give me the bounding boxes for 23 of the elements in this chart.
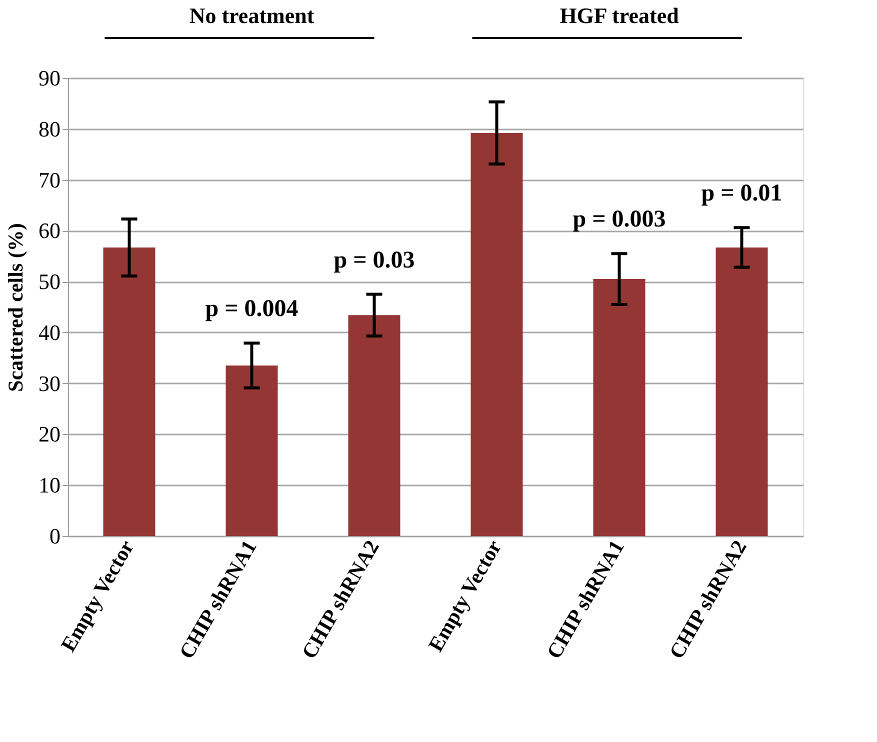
text: No treatment <box>189 3 315 28</box>
annotation: p = 0.003 <box>572 206 666 233</box>
annotation: p = 0.03 <box>334 247 415 274</box>
text: HGF treated <box>560 3 679 28</box>
bar <box>593 279 646 536</box>
y-tick-label: 70 <box>38 167 60 192</box>
y-tick-label: 10 <box>38 472 60 498</box>
y-tick-label: 30 <box>38 370 60 396</box>
y-tick-label: 0 <box>50 524 60 548</box>
bar <box>103 247 156 536</box>
bar <box>716 247 768 536</box>
annotation: p = 0.01 <box>701 180 782 207</box>
y-tick-label: 80 <box>38 116 60 142</box>
y-tick-label: 20 <box>38 422 60 447</box>
y-tick-label: 90 <box>38 66 60 90</box>
y-tick-label: 40 <box>38 320 60 345</box>
annotation: p = 0.004 <box>205 296 298 322</box>
bar <box>470 132 523 536</box>
bar <box>348 315 400 536</box>
y-tick-label: 60 <box>38 218 60 244</box>
y-tick-label: 50 <box>38 269 60 294</box>
y-axis-title: Scattered cells (%) <box>4 223 28 392</box>
bar <box>226 366 278 536</box>
